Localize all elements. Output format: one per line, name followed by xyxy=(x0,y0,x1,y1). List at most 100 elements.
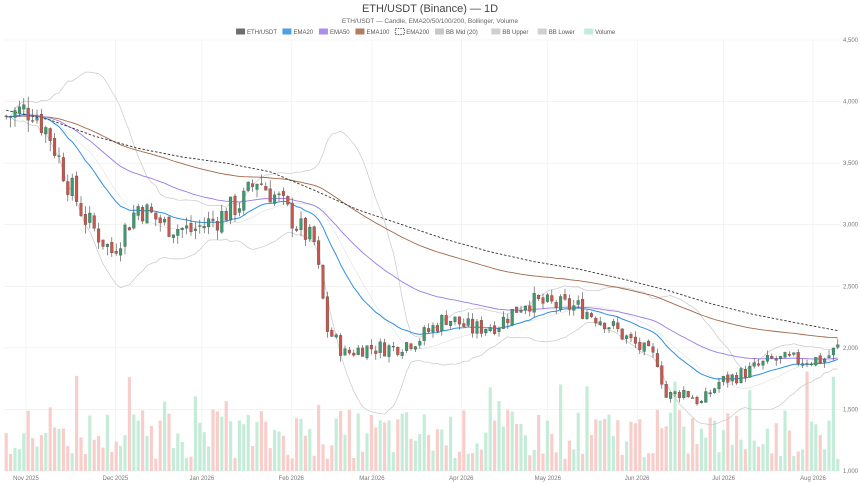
candle-body xyxy=(594,317,598,324)
volume-bar xyxy=(114,441,118,471)
candle-body xyxy=(39,113,43,133)
candle-body xyxy=(757,363,761,366)
volume-bar xyxy=(400,413,404,471)
volume-bar xyxy=(554,452,558,471)
volume-bar xyxy=(53,427,57,471)
candle-body xyxy=(717,382,721,390)
candle-body xyxy=(721,376,725,382)
volume-bar xyxy=(268,448,272,471)
candle-body xyxy=(70,177,74,196)
volume-bar xyxy=(413,440,417,471)
candle-body xyxy=(303,217,307,240)
volume-bar xyxy=(664,426,668,471)
legend-swatch-ema100 xyxy=(355,28,365,35)
volume-bar xyxy=(185,457,189,471)
candle-body xyxy=(97,228,101,243)
candle-body xyxy=(317,240,321,265)
volume-bar xyxy=(246,414,250,471)
volume-bar xyxy=(462,410,466,471)
candle-body xyxy=(541,297,545,304)
candle-body xyxy=(726,374,730,383)
volume-bar xyxy=(4,432,8,471)
candle-body xyxy=(440,315,444,331)
candle-body xyxy=(677,392,681,399)
volume-bar xyxy=(559,384,563,471)
volume-bar xyxy=(823,449,827,471)
candle-body xyxy=(396,347,400,355)
volume-bar xyxy=(361,451,365,471)
candle-body xyxy=(801,363,805,366)
volume-bar xyxy=(211,409,215,471)
volume-bar xyxy=(317,404,321,471)
candle-body xyxy=(427,328,431,332)
candle-body xyxy=(361,347,365,357)
volume-bar xyxy=(286,454,290,471)
candle-body xyxy=(268,188,272,203)
candle-body xyxy=(127,227,131,231)
candle-body xyxy=(413,346,417,350)
chart-title: ETH/USDT (Binance) — 1D xyxy=(362,3,498,15)
volume-bar xyxy=(17,449,21,471)
candle-body xyxy=(92,215,96,229)
volume-bar xyxy=(594,419,598,471)
candle-body xyxy=(158,217,162,224)
volume-bar xyxy=(127,376,131,471)
candle-body xyxy=(66,181,70,195)
volume-bar xyxy=(277,431,281,471)
x-tick-label: Jun 2026 xyxy=(625,476,650,482)
legend-label-eth-usdt: ETH/USDT xyxy=(247,30,277,36)
volume-bar xyxy=(783,410,787,471)
volume-bar xyxy=(255,422,259,471)
volume-bar xyxy=(290,458,294,471)
volume-bar xyxy=(48,407,52,471)
candle-body xyxy=(629,334,633,339)
candle-body xyxy=(136,206,140,216)
candle-body xyxy=(611,321,615,326)
volume-bar xyxy=(708,417,712,471)
candle-body xyxy=(312,226,316,242)
volume-bar xyxy=(383,422,387,471)
volume-bar xyxy=(528,455,532,471)
candle-body xyxy=(141,207,145,222)
candle-body xyxy=(290,202,294,229)
volume-bar xyxy=(92,439,96,471)
candle-body xyxy=(264,186,268,191)
volume-bar xyxy=(66,446,70,471)
candle-body xyxy=(259,183,263,185)
volume-bar xyxy=(814,424,818,471)
volume-bar xyxy=(655,409,659,471)
legend-swatch-bb-lower xyxy=(537,28,547,35)
candle-body xyxy=(625,335,629,339)
candle-body xyxy=(202,226,206,229)
legend-swatch-bb-mid-20 xyxy=(435,28,445,35)
candle-body xyxy=(400,352,404,356)
candle-body xyxy=(691,397,695,399)
volume-bar xyxy=(787,430,791,471)
candle-body xyxy=(13,110,17,118)
volume-bar xyxy=(506,409,510,471)
volume-bar xyxy=(796,451,800,471)
candle-body xyxy=(792,352,796,355)
candle-body xyxy=(418,341,422,346)
volume-bar xyxy=(765,428,769,471)
candle-body xyxy=(295,228,299,231)
volume-bar xyxy=(466,453,470,471)
volume-bar xyxy=(352,458,356,471)
candle-body xyxy=(110,242,114,254)
volume-bar xyxy=(396,419,400,471)
legend-swatch-ema200 xyxy=(394,28,405,35)
y-tick-label: 4,500 xyxy=(843,38,859,44)
volume-bar xyxy=(356,413,360,471)
candle-body xyxy=(471,318,475,334)
candle-body xyxy=(783,352,787,358)
volume-bar xyxy=(303,435,307,471)
candle-body xyxy=(378,341,382,353)
volume-bar xyxy=(726,413,730,471)
volume-bar xyxy=(387,420,391,471)
candle-body xyxy=(523,305,527,311)
volume-bar xyxy=(207,446,211,471)
candle-body xyxy=(545,294,549,302)
candle-body xyxy=(391,346,395,348)
legend-swatch-eth-usdt xyxy=(236,28,246,35)
volume-bar xyxy=(493,420,497,471)
